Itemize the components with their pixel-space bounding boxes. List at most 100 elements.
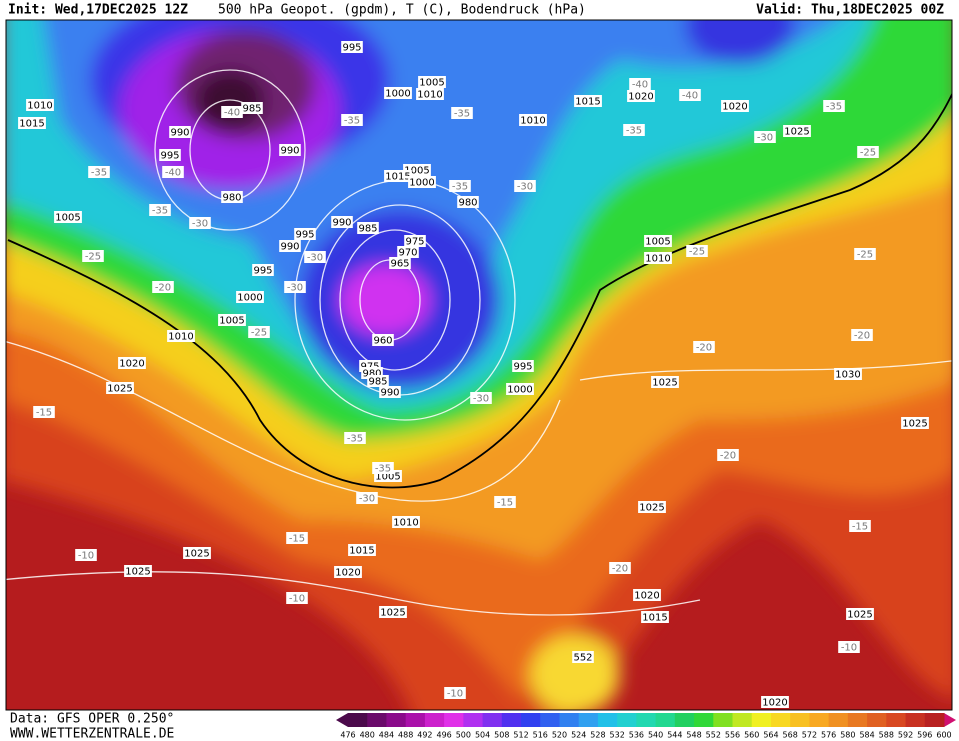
pressure-label: 960 — [373, 336, 392, 347]
pressure-label-box — [279, 240, 301, 252]
temperature-label: -30 — [757, 133, 773, 144]
colorbar-label: 600 — [936, 731, 951, 740]
pressure-label: 980 — [458, 198, 477, 209]
colorbar-label: 508 — [494, 731, 509, 740]
pressure-label-box — [218, 314, 246, 326]
pressure-label-box — [169, 126, 191, 138]
temperature-label-box — [286, 592, 308, 604]
temperature-label: -20 — [720, 451, 736, 462]
temperature-label: -40 — [632, 80, 648, 91]
colorbar-label: 580 — [840, 731, 855, 740]
pressure-label-box — [159, 149, 181, 161]
colorbar-swatch — [886, 713, 907, 727]
colorbar-label: 572 — [802, 731, 817, 740]
colorbar-swatch — [674, 713, 695, 727]
pressure-label-box — [348, 544, 376, 556]
pressure-label: 1015 — [575, 97, 600, 108]
temperature-label-box — [304, 251, 326, 263]
pressure-label-box — [572, 651, 594, 663]
pressure-label: 1000 — [507, 385, 532, 396]
temperature-label-box — [88, 166, 110, 178]
colorbar-swatch — [867, 713, 887, 727]
temperature-label-box — [717, 449, 739, 461]
pressure-label: 1015 — [19, 119, 44, 130]
temperature-label-box — [449, 180, 471, 192]
pressure-label: 965 — [390, 259, 409, 270]
colorbar-label: 596 — [917, 731, 932, 740]
colorbar-label: 544 — [667, 731, 682, 740]
pressure-label-box — [627, 90, 655, 102]
colorbar-label: 552 — [706, 731, 721, 740]
colorbar-swatch — [655, 713, 676, 727]
pressure-label-box — [167, 330, 195, 342]
pressure-label: 1020 — [628, 92, 653, 103]
temperature-label-box — [344, 432, 366, 444]
pressure-label: 1025 — [652, 378, 677, 389]
pressure-label: 1000 — [237, 293, 262, 304]
temperature-label: -35 — [826, 102, 842, 113]
pressure-label-box — [279, 144, 301, 156]
temperature-label: -15 — [289, 534, 305, 545]
temperature-label-box — [356, 492, 378, 504]
pressure-label: 552 — [573, 653, 592, 664]
temperature-label: -10 — [841, 643, 857, 654]
pressure-label-box — [183, 547, 211, 559]
pressure-label-box — [367, 375, 389, 387]
temperature-label-box — [857, 146, 879, 158]
colorbar-label: 496 — [436, 731, 451, 740]
colorbar-swatch — [847, 713, 868, 727]
temperature-label-box — [248, 326, 270, 338]
pressure-label: 1010 — [520, 116, 545, 127]
temperature-label: -35 — [91, 168, 107, 179]
pressure-label-box — [404, 235, 426, 247]
temperature-label: -35 — [152, 206, 168, 217]
pressure-label-box — [761, 696, 789, 708]
colorbar-swatch — [463, 713, 484, 727]
temperature-label: -30 — [307, 253, 323, 264]
pressure-label-box — [389, 257, 411, 269]
website: WWW.WETTERZENTRALE.DE — [10, 727, 174, 741]
pressure-label-box — [783, 125, 811, 137]
colorbar-swatch — [367, 713, 387, 727]
colorbar-label: 500 — [456, 731, 471, 740]
pressure-label: 990 — [280, 242, 299, 253]
pressure-label: 1015 — [349, 546, 374, 557]
temperature-label-box — [851, 329, 873, 341]
temperature-label-box — [82, 250, 104, 262]
colorbar-label: 480 — [360, 731, 375, 740]
temperature-label-box — [754, 131, 776, 143]
temperature-label: -30 — [287, 283, 303, 294]
pressure-label: 1025 — [184, 549, 209, 560]
pressure-label-box — [457, 196, 479, 208]
pressure-label: 1005 — [404, 166, 429, 177]
temperature-label-box — [444, 687, 466, 699]
colorbar-label: 488 — [398, 731, 413, 740]
temperature-label: -15 — [852, 522, 868, 533]
pressure-label: 985 — [368, 377, 387, 388]
data-source: Data: GFS OPER 0.250° — [10, 712, 174, 727]
pressure-label: 1010 — [417, 90, 442, 101]
pressure-label-box — [638, 501, 666, 513]
pressure-label: 1015 — [642, 613, 667, 624]
pressure-label-box — [397, 246, 419, 258]
temperature-label: -40 — [682, 91, 698, 102]
pressure-label-box — [236, 291, 264, 303]
pressure-label: 1005 — [645, 237, 670, 248]
temperature-label: -30 — [359, 494, 375, 505]
pressure-label: 990 — [380, 388, 399, 399]
temperature-label: -10 — [289, 594, 305, 605]
colorbar-label: 504 — [475, 731, 490, 740]
colorbar-label: 532 — [610, 731, 625, 740]
colorbar-label: 584 — [859, 731, 874, 740]
pressure-label: 1020 — [722, 102, 747, 113]
colorbar-swatch — [636, 713, 657, 727]
pressure-label: 1005 — [419, 78, 444, 89]
temperature-label: -35 — [452, 182, 468, 193]
pressure-label: 985 — [242, 104, 261, 115]
pressure-label: 975 — [405, 237, 424, 248]
colorbar-label: 524 — [571, 731, 586, 740]
colorbar-swatch — [444, 713, 464, 727]
pressure-label: 1020 — [634, 591, 659, 602]
